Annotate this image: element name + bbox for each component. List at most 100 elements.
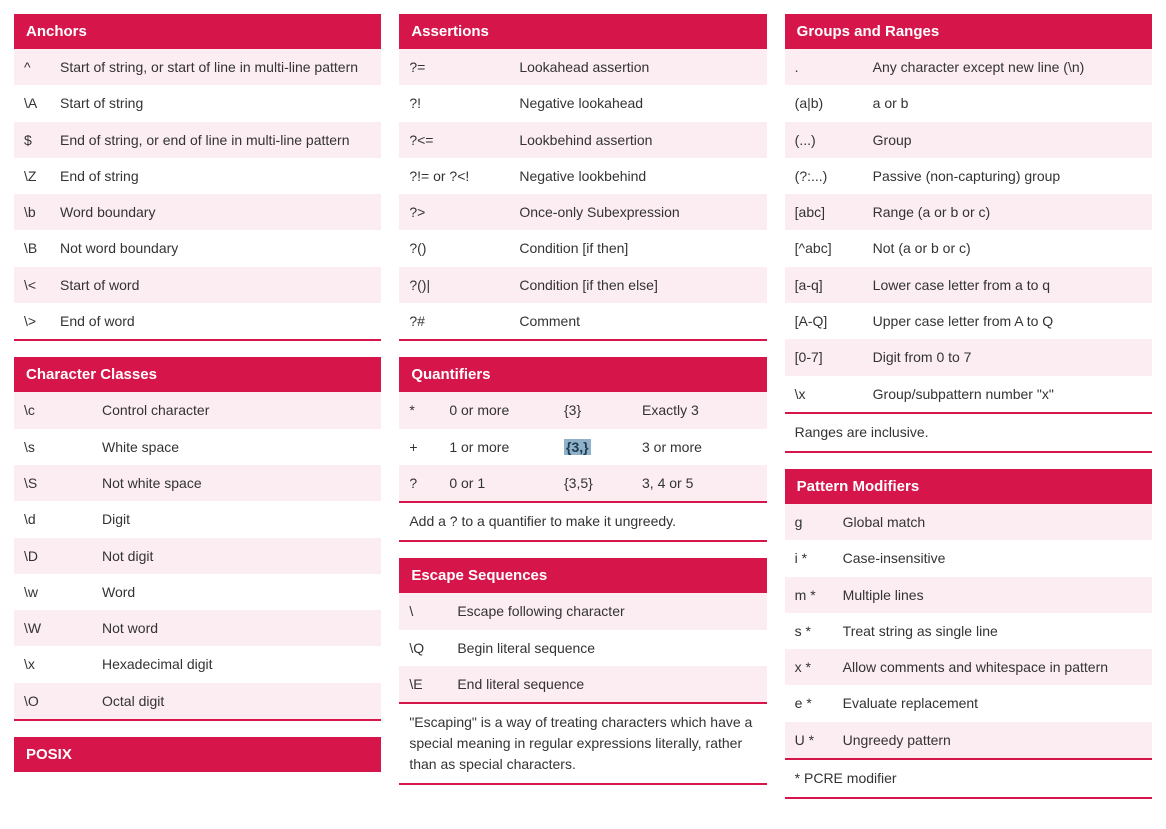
symbol: (?:...): [795, 166, 873, 186]
symbol: [A-Q]: [795, 311, 873, 331]
symbol: x *: [795, 657, 843, 677]
table-row: (a|b)a or b: [785, 85, 1152, 121]
card-header: Escape Sequences: [399, 558, 766, 593]
table-row: [^abc]Not (a or b or c): [785, 230, 1152, 266]
description: 3 or more: [642, 437, 757, 457]
description: Begin literal sequence: [457, 638, 756, 658]
card-header: Assertions: [399, 14, 766, 49]
card-header: Anchors: [14, 14, 381, 49]
symbol: \Z: [24, 166, 60, 186]
description: Control character: [102, 400, 371, 420]
table-row: \Escape following character: [399, 593, 766, 629]
column-1: Assertions?=Lookahead assertion?!Negativ…: [399, 14, 766, 815]
card-header: POSIX: [14, 737, 381, 772]
table-row: ?()Condition [if then]: [399, 230, 766, 266]
symbol: {3,5}: [564, 473, 642, 493]
description: Negative lookahead: [519, 93, 756, 113]
card: Anchors^Start of string, or start of lin…: [14, 14, 381, 341]
table-row: ?!= or ?<!Negative lookbehind: [399, 158, 766, 194]
symbol: i *: [795, 548, 843, 568]
table-row: ?<=Lookbehind assertion: [399, 122, 766, 158]
description: Condition [if then]: [519, 238, 756, 258]
description: Comment: [519, 311, 756, 331]
description: Treat string as single line: [843, 621, 1142, 641]
description: Range (a or b or c): [873, 202, 1142, 222]
description: Lower case letter from a to q: [873, 275, 1142, 295]
description: Passive (non-capturing) group: [873, 166, 1142, 186]
cheatsheet-columns: Anchors^Start of string, or start of lin…: [14, 14, 1152, 815]
card: Quantifiers*0 or more{3}Exactly 3+1 or m…: [399, 357, 766, 542]
table-row: \>End of word: [14, 303, 381, 339]
symbol: ?#: [409, 311, 519, 331]
symbol: [0-7]: [795, 347, 873, 367]
table-row: (?:...)Passive (non-capturing) group: [785, 158, 1152, 194]
symbol: \E: [409, 674, 457, 694]
symbol: \B: [24, 238, 60, 258]
symbol: ?>: [409, 202, 519, 222]
symbol: \b: [24, 202, 60, 222]
description: Group/subpattern number "x": [873, 384, 1142, 404]
table-row: \WNot word: [14, 610, 381, 646]
description: Not (a or b or c): [873, 238, 1142, 258]
symbol: (a|b): [795, 93, 873, 113]
table-row: \wWord: [14, 574, 381, 610]
symbol: \w: [24, 582, 102, 602]
symbol: \W: [24, 618, 102, 638]
description: Ungreedy pattern: [843, 730, 1142, 750]
symbol: ?!= or ?<!: [409, 166, 519, 186]
table-row: \xGroup/subpattern number "x": [785, 376, 1152, 412]
table-row: ^Start of string, or start of line in mu…: [14, 49, 381, 85]
symbol: ^: [24, 57, 60, 77]
table-row: \OOctal digit: [14, 683, 381, 719]
card-rows: .Any character except new line (\n)(a|b)…: [785, 49, 1152, 414]
symbol: .: [795, 57, 873, 77]
card-header: Pattern Modifiers: [785, 469, 1152, 504]
table-row: gGlobal match: [785, 504, 1152, 540]
description: Start of string, or start of line in mul…: [60, 57, 371, 77]
symbol: e *: [795, 693, 843, 713]
symbol: *: [409, 400, 449, 420]
table-row: \QBegin literal sequence: [399, 630, 766, 666]
card-note: Ranges are inclusive.: [785, 414, 1152, 453]
description: 1 or more: [449, 437, 564, 457]
card-rows: \Escape following character\QBegin liter…: [399, 593, 766, 704]
description: End literal sequence: [457, 674, 756, 694]
description: Start of string: [60, 93, 371, 113]
table-row: \sWhite space: [14, 429, 381, 465]
table-row: \DNot digit: [14, 538, 381, 574]
description: Once-only Subexpression: [519, 202, 756, 222]
table-row: .Any character except new line (\n): [785, 49, 1152, 85]
table-row: \EEnd literal sequence: [399, 666, 766, 702]
symbol: \c: [24, 400, 102, 420]
symbol: \: [409, 601, 457, 621]
description: Hexadecimal digit: [102, 654, 371, 674]
description: Start of word: [60, 275, 371, 295]
description: Lookahead assertion: [519, 57, 756, 77]
description: 0 or more: [449, 400, 564, 420]
description: Not word: [102, 618, 371, 638]
card: Assertions?=Lookahead assertion?!Negativ…: [399, 14, 766, 341]
symbol: [a-q]: [795, 275, 873, 295]
table-row: \dDigit: [14, 501, 381, 537]
symbol: g: [795, 512, 843, 532]
symbol: \A: [24, 93, 60, 113]
symbol: \<: [24, 275, 60, 295]
description: Group: [873, 130, 1142, 150]
card: Pattern ModifiersgGlobal matchi *Case-in…: [785, 469, 1152, 799]
description: End of word: [60, 311, 371, 331]
description: Octal digit: [102, 691, 371, 711]
highlighted-text: {3,}: [564, 439, 591, 455]
symbol: \O: [24, 691, 102, 711]
description: End of string, or end of line in multi-l…: [60, 130, 371, 150]
table-row: [0-7]Digit from 0 to 7: [785, 339, 1152, 375]
table-row: +1 or more{3,}3 or more: [399, 429, 766, 465]
card-rows: *0 or more{3}Exactly 3+1 or more{3,}3 or…: [399, 392, 766, 503]
table-row: m *Multiple lines: [785, 577, 1152, 613]
description: Exactly 3: [642, 400, 757, 420]
description: Not white space: [102, 473, 371, 493]
table-row: \cControl character: [14, 392, 381, 428]
column-0: Anchors^Start of string, or start of lin…: [14, 14, 381, 815]
symbol: \s: [24, 437, 102, 457]
symbol: \d: [24, 509, 102, 529]
table-row: [a-q]Lower case letter from a to q: [785, 267, 1152, 303]
